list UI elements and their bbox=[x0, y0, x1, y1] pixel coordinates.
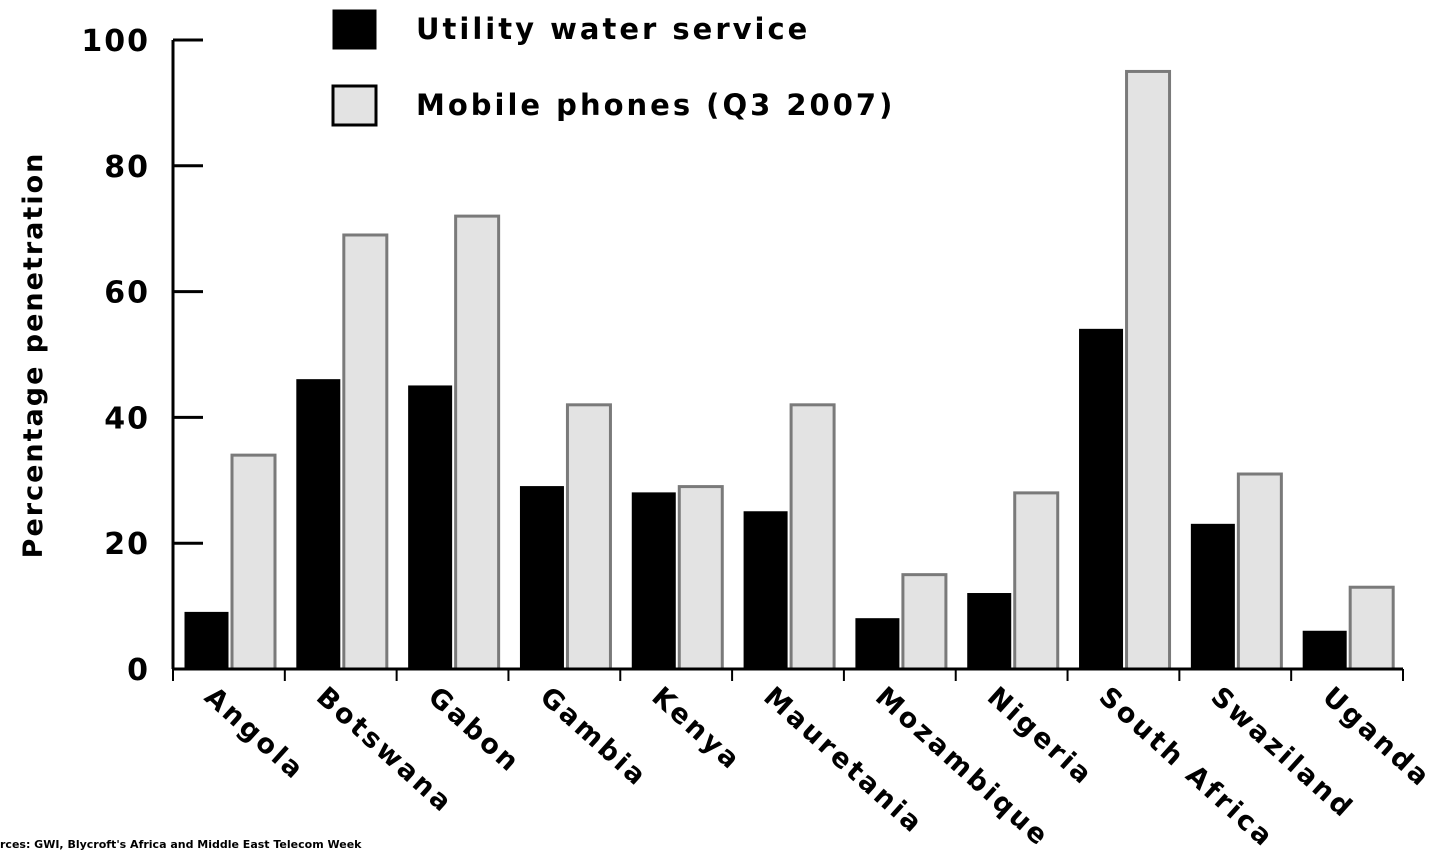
bar-water-angola bbox=[184, 611, 229, 670]
bar-mobile-nigeria bbox=[1013, 491, 1060, 671]
x-tick-label: Gambia bbox=[534, 681, 654, 793]
y-tick-label: 80 bbox=[104, 150, 150, 185]
x-tick-label: Kenya bbox=[646, 681, 748, 777]
bar-mobile-gabon bbox=[454, 214, 501, 671]
legend-swatch-mobile bbox=[331, 84, 378, 127]
bar-mobile-angola bbox=[230, 453, 277, 671]
bar-mobile-mozambique bbox=[901, 573, 948, 671]
y-tick-label: 100 bbox=[81, 24, 150, 59]
x-tick-label: Uganda bbox=[1316, 681, 1437, 794]
bar-water-south-africa bbox=[1079, 328, 1124, 670]
legend-label-water: Utility water service bbox=[416, 12, 810, 46]
x-tick-label: Angola bbox=[198, 681, 310, 787]
bar-water-mozambique bbox=[855, 618, 900, 670]
bar-mobile-gambia bbox=[565, 403, 612, 671]
bar-mobile-south-africa bbox=[1125, 69, 1172, 671]
legend: Utility water service Mobile phones (Q3 2… bbox=[331, 9, 895, 127]
bar-mobile-botswana bbox=[342, 233, 389, 671]
legend-swatch-water bbox=[332, 9, 377, 50]
bar-water-gambia bbox=[519, 486, 564, 670]
x-tick-label: Nigeria bbox=[981, 681, 1099, 792]
source-note: rces: GWI, Blycroft's Africa and Middle … bbox=[0, 838, 362, 851]
bar-water-kenya bbox=[631, 492, 676, 670]
bars bbox=[184, 69, 1395, 671]
y-tick-label: 60 bbox=[104, 276, 150, 311]
x-tick-label: Gabon bbox=[422, 681, 526, 779]
bar-mobile-swaziland bbox=[1236, 472, 1283, 671]
y-tick-label: 40 bbox=[104, 401, 150, 436]
bar-water-uganda bbox=[1302, 630, 1347, 670]
y-axis-label: Percentage penetration bbox=[18, 152, 49, 559]
y-tick-label: 20 bbox=[104, 527, 150, 562]
bar-mobile-kenya bbox=[677, 485, 724, 671]
bar-water-nigeria bbox=[967, 593, 1012, 670]
bar-mobile-mauretania bbox=[789, 403, 836, 671]
bar-water-gabon bbox=[408, 385, 453, 670]
bar-water-mauretania bbox=[743, 511, 788, 670]
bar-water-botswana bbox=[296, 379, 341, 670]
legend-label-mobile: Mobile phones (Q3 2007) bbox=[416, 88, 895, 122]
bar-mobile-uganda bbox=[1348, 585, 1395, 671]
bar-water-swaziland bbox=[1190, 523, 1235, 670]
y-tick-label: 0 bbox=[127, 653, 150, 688]
